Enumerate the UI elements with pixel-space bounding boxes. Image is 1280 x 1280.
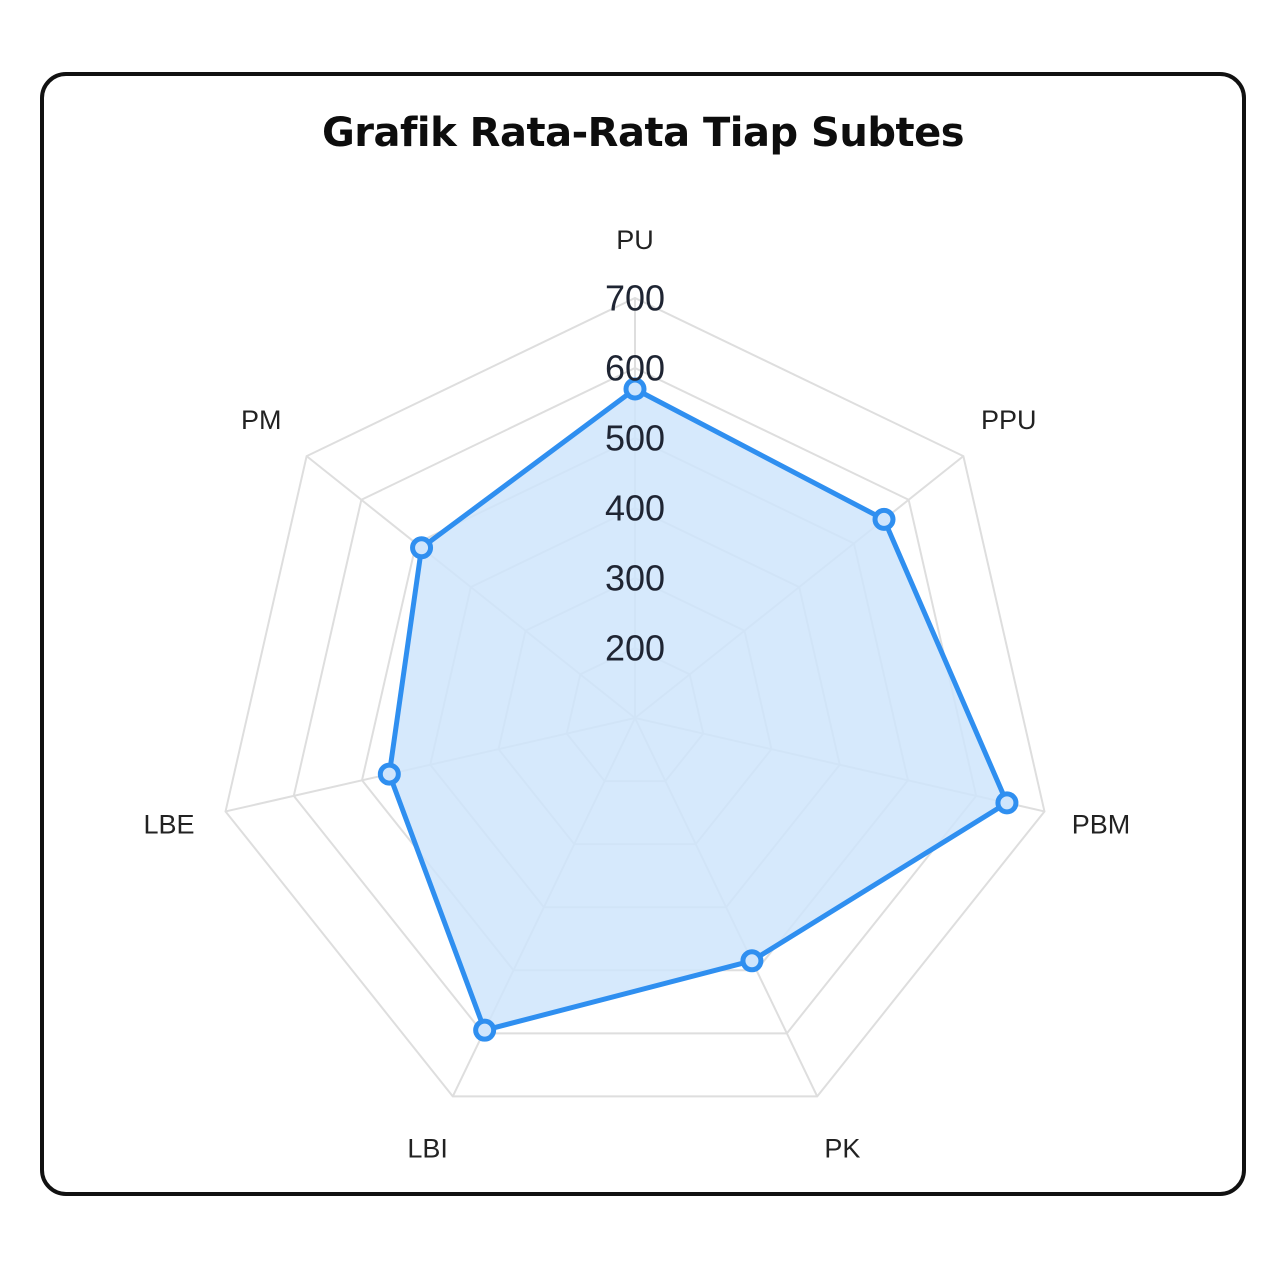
tick-label-300: 300: [605, 558, 665, 599]
grid-ring: [224, 296, 1046, 1098]
tick-label-400: 400: [605, 488, 665, 529]
grid-ring: [292, 366, 978, 1035]
tick-label-500: 500: [605, 418, 665, 459]
tick-label-600: 600: [605, 348, 665, 389]
axis-label-pk: PK: [824, 1134, 860, 1164]
data-point-ppu: [872, 507, 896, 531]
data-point-pbm: [995, 791, 1019, 815]
tick-label-700: 700: [605, 278, 665, 319]
axis-label-pu: PU: [616, 225, 654, 255]
radar-axis-labels: PU PPU PBM PK LBI LBE PM: [143, 225, 1130, 1164]
series-area: [386, 386, 1010, 1033]
radar-tick-labels: 200 300 400 500 600 700: [605, 278, 665, 669]
data-point-lbe: [377, 762, 401, 786]
data-point-pm: [410, 536, 434, 560]
axis-label-pbm: PBM: [1072, 809, 1131, 839]
chart-title: Grafik Rata-Rata Tiap Subtes: [321, 110, 965, 156]
data-point-lbi: [473, 1018, 497, 1042]
data-point-pu: [623, 377, 647, 401]
radar-series: [377, 377, 1019, 1042]
axis-label-ppu: PPU: [981, 405, 1037, 435]
axis-label-lbi: LBI: [407, 1134, 448, 1164]
data-point-pk: [740, 949, 764, 973]
axis-label-lbe: LBE: [143, 809, 194, 839]
axis-label-pm: PM: [241, 405, 282, 435]
tick-label-200: 200: [605, 628, 665, 669]
